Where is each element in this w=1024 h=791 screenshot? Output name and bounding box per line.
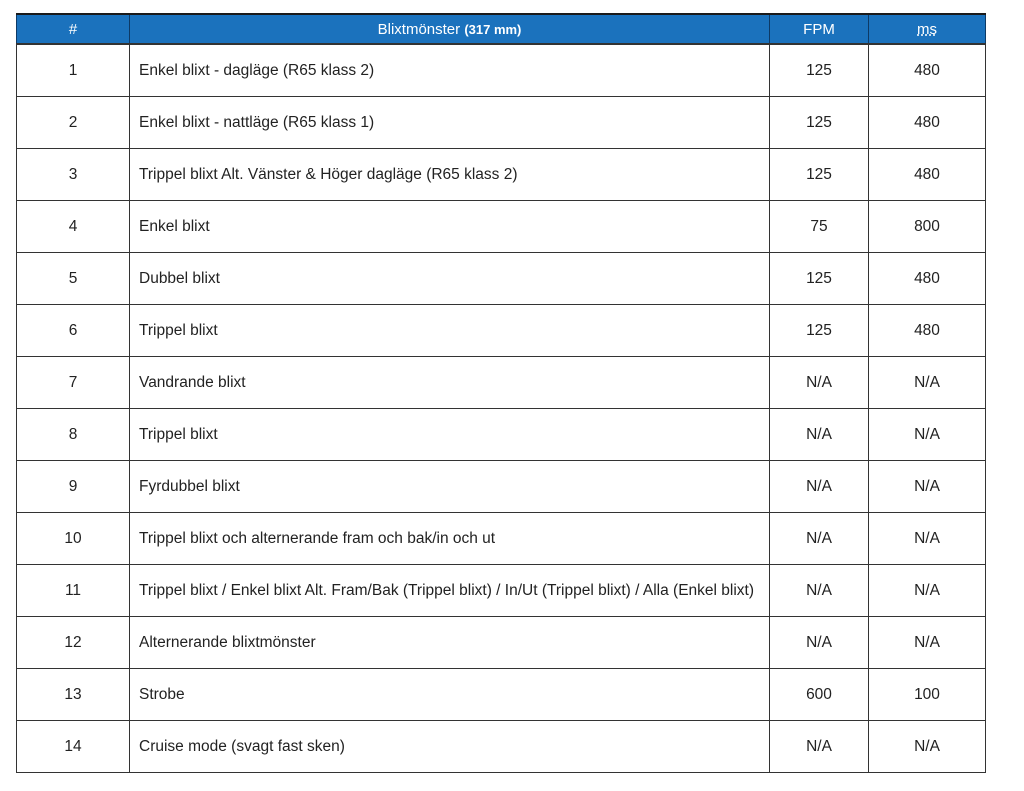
row-ms: 480 [868,43,986,97]
row-ms: N/A [868,460,986,513]
row-fpm: N/A [769,408,869,461]
row-number: 9 [16,460,130,513]
row-fpm: 125 [769,43,869,97]
row-number: 14 [16,720,130,773]
row-fpm: 125 [769,148,869,201]
row-number: 13 [16,668,130,721]
row-pattern: Cruise mode (svagt fast sken) [129,720,770,773]
table-row: 10 Trippel blixt och alternerande fram oc… [16,512,986,565]
row-ms: N/A [868,408,986,461]
row-number: 12 [16,616,130,669]
row-number: 7 [16,356,130,409]
row-pattern: Trippel blixt [129,304,770,357]
row-fpm: 600 [769,668,869,721]
row-number: 5 [16,252,130,305]
row-number: 4 [16,200,130,253]
table-row: 13 Strobe 600 100 [16,668,986,721]
table-row: 6 Trippel blixt 125 480 [16,304,986,357]
table-row: 12 Alternerande blixtmönster N/A N/A [16,616,986,669]
row-pattern: Trippel blixt Alt. Vänster & Höger daglä… [129,148,770,201]
row-fpm: N/A [769,720,869,773]
header-pattern: Blixtmönster (317 mm) [129,13,770,45]
row-fpm: N/A [769,460,869,513]
header-number: # [16,13,130,45]
row-pattern: Enkel blixt - dagläge (R65 klass 2) [129,43,770,97]
row-ms: N/A [868,356,986,409]
row-pattern: Trippel blixt [129,408,770,461]
row-ms: N/A [868,564,986,617]
row-ms: 480 [868,304,986,357]
row-pattern: Enkel blixt - nattläge (R65 klass 1) [129,96,770,149]
row-number: 6 [16,304,130,357]
row-number: 11 [16,564,130,617]
table-row: 11 Trippel blixt / Enkel blixt Alt. Fram/… [16,564,986,617]
row-ms: N/A [868,616,986,669]
table-row: 14 Cruise mode (svagt fast sken) N/A N/A [16,720,986,773]
table-row: 5 Dubbel blixt 125 480 [16,252,986,305]
row-ms: 480 [868,252,986,305]
row-number: 3 [16,148,130,201]
row-fpm: 125 [769,96,869,149]
row-pattern: Fyrdubbel blixt [129,460,770,513]
table-row: 7 Vandrande blixt N/A N/A [16,356,986,409]
row-ms: 480 [868,148,986,201]
table-row: 8 Trippel blixt N/A N/A [16,408,986,461]
row-ms: 480 [868,96,986,149]
row-pattern: Vandrande blixt [129,356,770,409]
header-fpm: FPM [769,13,869,45]
row-fpm: 125 [769,252,869,305]
row-fpm: N/A [769,512,869,565]
row-pattern: Trippel blixt och alternerande fram och … [129,512,770,565]
table-row: 2 Enkel blixt - nattläge (R65 klass 1) 125… [16,96,986,149]
row-fpm: 125 [769,304,869,357]
table-row: 4 Enkel blixt 75 800 [16,200,986,253]
header-ms: ms [868,13,986,45]
row-fpm: N/A [769,356,869,409]
row-pattern: Enkel blixt [129,200,770,253]
table-row: 3 Trippel blixt Alt. Vänster & Höger dagl… [16,148,986,201]
header-pattern-size: (317 mm) [464,21,522,37]
row-number: 2 [16,96,130,149]
row-ms: 100 [868,668,986,721]
row-ms: 800 [868,200,986,253]
table-row: 9 Fyrdubbel blixt N/A N/A [16,460,986,513]
row-number: 1 [16,43,130,97]
row-pattern: Alternerande blixtmönster [129,616,770,669]
row-pattern: Strobe [129,668,770,721]
row-number: 10 [16,512,130,565]
row-pattern: Dubbel blixt [129,252,770,305]
row-number: 8 [16,408,130,461]
row-ms: N/A [868,512,986,565]
header-pattern-label: Blixtmönster [377,20,461,38]
row-fpm: N/A [769,564,869,617]
header-ms-label: ms [917,20,937,38]
flash-pattern-table: # Blixtmönster (317 mm) FPM ms 1 Enkel bl… [16,13,986,773]
row-fpm: 75 [769,200,869,253]
row-pattern: Trippel blixt / Enkel blixt Alt. Fram/Ba… [129,564,770,617]
table-row: 1 Enkel blixt - dagläge (R65 klass 2) 125 4… [16,43,986,97]
row-fpm: N/A [769,616,869,669]
header-row: # Blixtmönster (317 mm) FPM ms [16,13,986,45]
row-ms: N/A [868,720,986,773]
